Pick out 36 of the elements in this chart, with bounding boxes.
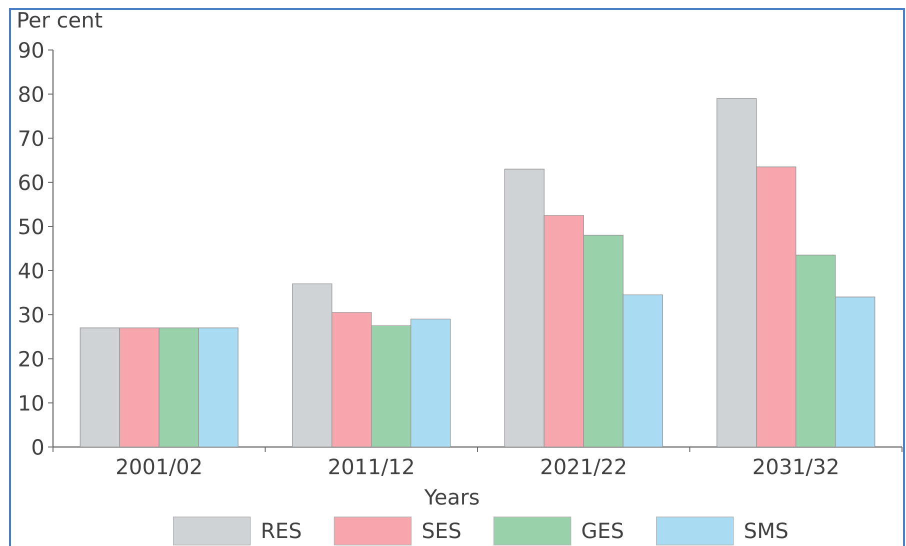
legend-label: GES	[582, 522, 623, 538]
x-axis-title: Years	[424, 489, 479, 505]
y-tick-label: 80	[19, 86, 44, 102]
legend-label: SMS	[745, 522, 788, 538]
bar	[583, 234, 624, 447]
bar	[622, 294, 663, 447]
bar	[756, 166, 796, 447]
y-tick-label: 20	[19, 350, 44, 367]
bar	[332, 312, 372, 447]
legend-label: RES	[262, 522, 301, 538]
x-tick-label: 2001/02	[117, 458, 201, 476]
y-tick-label: 90	[19, 42, 44, 58]
legend-label: SES	[422, 522, 460, 538]
y-tick-label: 70	[19, 130, 44, 146]
x-tick-label: 2031/32	[754, 458, 838, 476]
y-tick-label: 60	[19, 174, 44, 190]
y-tick-label: 50	[19, 218, 44, 234]
bar	[544, 215, 584, 447]
bar	[119, 328, 160, 447]
bar	[410, 318, 451, 447]
y-tick-label: 0	[32, 439, 44, 455]
bar	[796, 254, 836, 447]
y-tick-label: 10	[20, 394, 44, 411]
bar	[716, 98, 757, 447]
bar	[80, 328, 120, 447]
y-tick-label: 40	[18, 262, 44, 278]
y-axis-title: Per cent	[18, 12, 102, 28]
bar	[158, 328, 199, 447]
bar	[371, 325, 412, 447]
x-tick-label: 2021/22	[542, 458, 626, 476]
bar	[292, 283, 332, 447]
bar	[198, 328, 238, 447]
x-tick-label: 2011/12	[329, 458, 413, 476]
y-tick-label: 30	[19, 306, 44, 323]
bar	[835, 296, 876, 447]
bar	[504, 168, 544, 447]
